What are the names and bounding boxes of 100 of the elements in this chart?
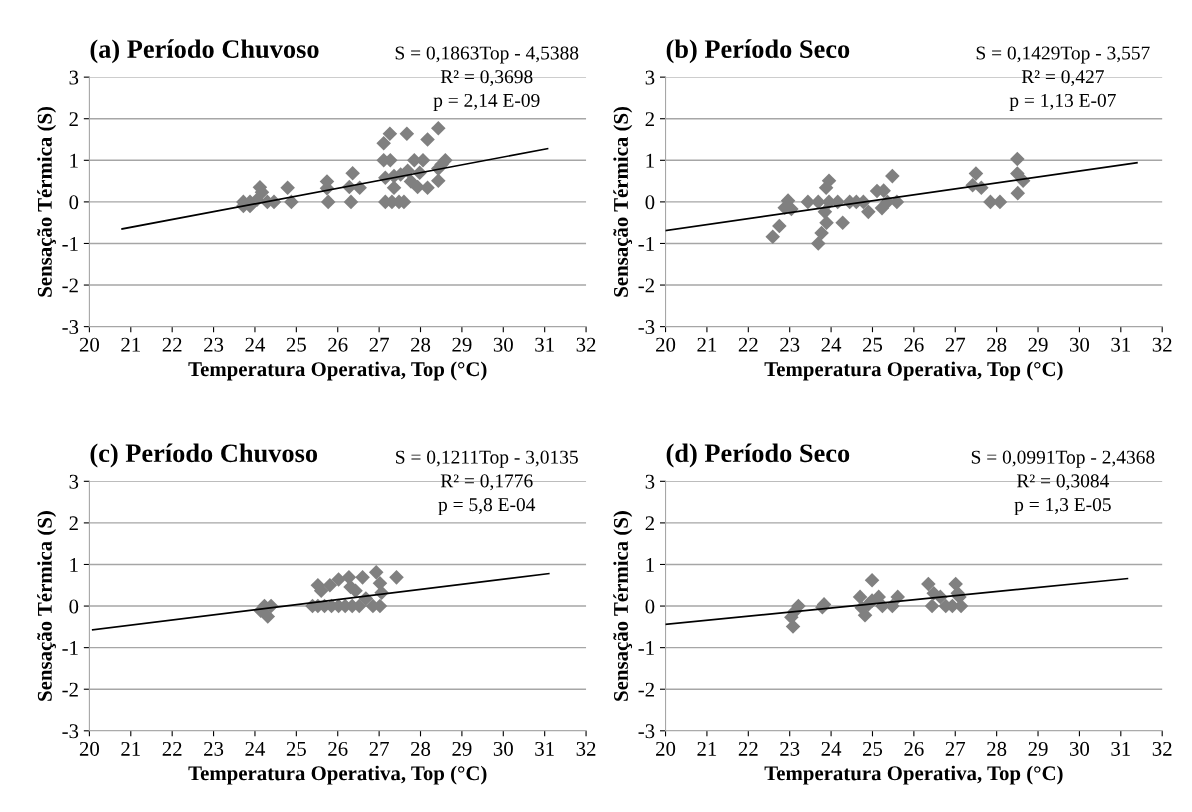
annotation: p = 1,13 E-07 bbox=[1009, 93, 1116, 111]
text: S = 0,1211Top - 3,0135 bbox=[396, 450, 578, 468]
point bbox=[431, 173, 446, 188]
chart-title: (a) Período Chuvoso bbox=[90, 39, 319, 64]
x-tick-label: 23 bbox=[204, 741, 224, 756]
x-tick-label: 31 bbox=[535, 741, 554, 756]
y-tick-label: -2 bbox=[62, 278, 78, 293]
y-tick-label: -2 bbox=[62, 682, 78, 697]
x-tick-label: 32 bbox=[576, 337, 596, 352]
point bbox=[885, 168, 900, 184]
point bbox=[924, 598, 940, 614]
point bbox=[420, 180, 435, 196]
x-tick-label: 21 bbox=[697, 337, 717, 352]
point bbox=[810, 236, 826, 251]
annotation: R² = 0,427 bbox=[1021, 70, 1104, 87]
x-tick-label: 27 bbox=[945, 337, 966, 352]
x-tick-label: 20 bbox=[656, 741, 676, 756]
x-tick-label: 31 bbox=[535, 337, 554, 352]
y-axis-title: Sensação Térmica (S) bbox=[613, 106, 633, 297]
point bbox=[968, 166, 984, 181]
point bbox=[890, 589, 906, 605]
x-tick-label: 26 bbox=[904, 741, 924, 756]
x-tick-label: 30 bbox=[493, 337, 513, 352]
point bbox=[861, 204, 876, 220]
x-tick-label: 20 bbox=[79, 741, 100, 756]
point bbox=[355, 570, 370, 585]
x-tick-label: 30 bbox=[1070, 741, 1090, 756]
x-tick-label: 28 bbox=[987, 337, 1007, 352]
y-tick-label: -3 bbox=[62, 320, 79, 335]
y-tick-label: 1 bbox=[646, 153, 654, 168]
y-tick-label: 1 bbox=[70, 557, 78, 572]
chart-title: (b) Período Seco bbox=[666, 39, 850, 64]
x-tick-label: 30 bbox=[1070, 337, 1090, 352]
x-tick-label: 21 bbox=[697, 741, 717, 756]
x-tick-label: 25 bbox=[286, 741, 306, 756]
point bbox=[331, 572, 346, 587]
x-tick-label: 23 bbox=[204, 337, 224, 352]
point bbox=[921, 576, 936, 592]
point bbox=[320, 194, 336, 210]
x-tick-label: 28 bbox=[987, 741, 1007, 756]
y-tick-label: -3 bbox=[62, 724, 79, 739]
point bbox=[382, 126, 398, 141]
x-axis-title: Temperatura Operativa, Top (°C) bbox=[764, 765, 1063, 785]
text: S = 0,0991Top - 2,4368 bbox=[971, 450, 1155, 468]
x-tick-label: 24 bbox=[821, 741, 842, 756]
point bbox=[389, 570, 404, 585]
y-tick-label: 0 bbox=[69, 599, 79, 614]
x-tick-label: 23 bbox=[780, 741, 800, 756]
point bbox=[345, 165, 360, 181]
x-tick-label: 32 bbox=[576, 741, 596, 756]
x-tick-label: 24 bbox=[245, 741, 266, 756]
point bbox=[280, 180, 295, 196]
point bbox=[260, 609, 276, 624]
x-tick-label: 31 bbox=[1111, 741, 1130, 756]
y-tick-label: -3 bbox=[638, 724, 655, 739]
point bbox=[864, 572, 880, 588]
point bbox=[322, 577, 338, 593]
point bbox=[765, 229, 781, 245]
x-tick-label: 26 bbox=[904, 337, 924, 352]
point bbox=[814, 225, 829, 241]
x-axis-title: Temperatura Operativa, Top (°C) bbox=[188, 765, 487, 785]
x-tick-label: 27 bbox=[369, 337, 389, 352]
x-tick-label: 32 bbox=[1152, 741, 1172, 756]
point bbox=[399, 126, 415, 141]
x-axis-title: Temperatura Operativa, Top (°C) bbox=[188, 361, 487, 381]
y-tick-label: -2 bbox=[638, 278, 654, 293]
annotation: p = 5,8 E-04 bbox=[438, 498, 536, 516]
y-tick-label: -2 bbox=[638, 682, 654, 697]
x-tick-label: 29 bbox=[452, 337, 472, 352]
point bbox=[420, 132, 435, 147]
y-tick-label: 0 bbox=[645, 195, 655, 210]
y-tick-label: 0 bbox=[645, 599, 655, 614]
point bbox=[852, 589, 868, 605]
point bbox=[772, 218, 787, 234]
x-tick-label: 22 bbox=[738, 337, 758, 352]
y-tick-label: 2 bbox=[645, 516, 654, 531]
point bbox=[368, 565, 384, 580]
x-tick-label: 25 bbox=[862, 337, 883, 352]
chart-title: (c) Período Chuvoso bbox=[90, 443, 318, 468]
y-tick-label: 0 bbox=[69, 195, 79, 210]
point bbox=[819, 215, 834, 230]
x-tick-label: 30 bbox=[493, 741, 513, 756]
x-tick-label: 25 bbox=[862, 741, 883, 756]
annotation: R² = 0,1776 bbox=[440, 474, 533, 491]
text: S = 0,1429Top - 3,557 bbox=[976, 46, 1150, 64]
point bbox=[431, 121, 446, 136]
x-tick-label: 29 bbox=[1028, 337, 1048, 352]
y-tick-label: 2 bbox=[69, 112, 78, 126]
x-axis-title: Temperatura Operativa, Top (°C) bbox=[764, 361, 1063, 381]
x-tick-label: 31 bbox=[1111, 337, 1130, 352]
y-axis-title: Sensação Térmica (S) bbox=[613, 511, 633, 701]
x-tick-label: 29 bbox=[452, 741, 472, 756]
y-tick-label: 1 bbox=[70, 153, 78, 168]
y-axis-title: Sensação Térmica (S) bbox=[37, 511, 57, 701]
x-tick-label: 24 bbox=[821, 337, 842, 352]
x-tick-label: 26 bbox=[328, 741, 348, 756]
x-tick-label: 28 bbox=[411, 337, 431, 352]
x-tick-label: 20 bbox=[79, 337, 100, 352]
point bbox=[386, 180, 402, 196]
y-axis-title: Sensação Térmica (S) bbox=[37, 106, 57, 297]
